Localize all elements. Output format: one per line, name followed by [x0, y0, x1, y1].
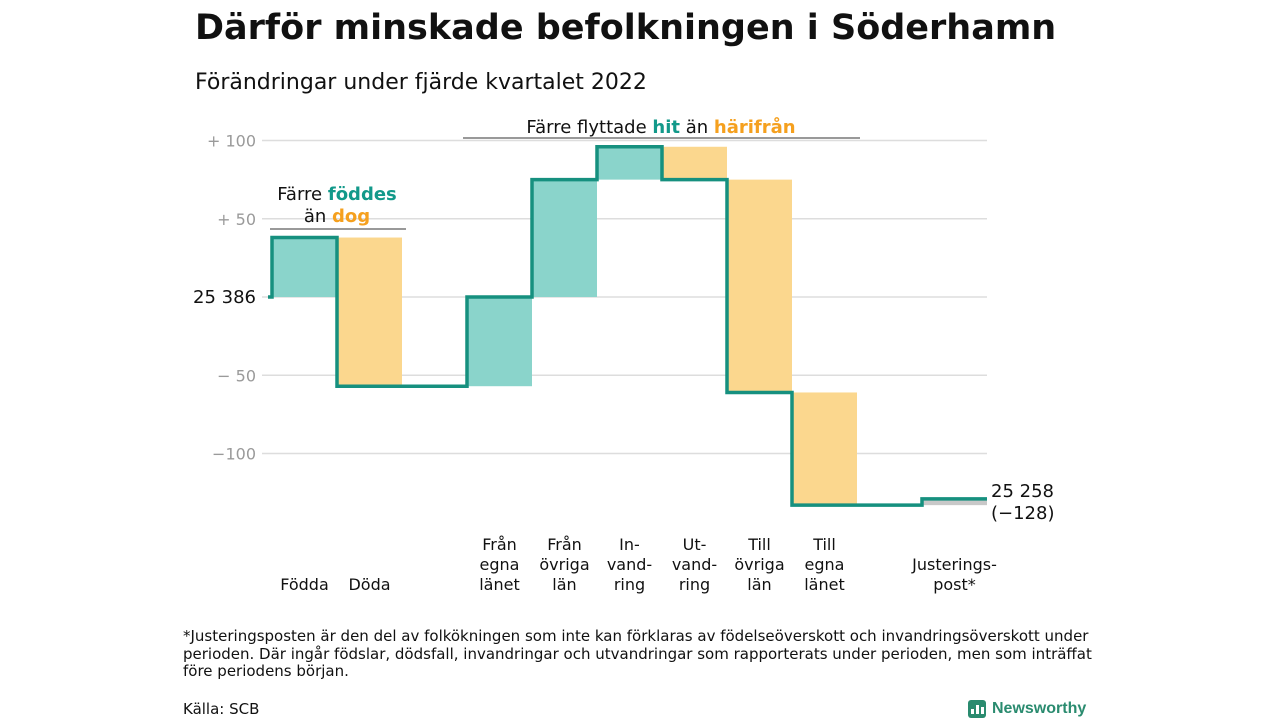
x-category-label-line: övriga [734, 555, 784, 574]
brand-name: Newsworthy [992, 700, 1087, 717]
waterfall-bar [597, 146, 662, 180]
x-category-label: Ut-vand-ring [672, 535, 717, 594]
x-category-label-line: länet [479, 575, 520, 594]
x-category-label-line: vand- [607, 555, 652, 574]
waterfall-bar [662, 146, 727, 180]
x-category-label-line: Födda [280, 575, 329, 594]
x-category-label-line: Ut- [683, 535, 707, 554]
x-category-label-line: länet [804, 575, 845, 594]
waterfall-bar [467, 297, 532, 387]
chart-subtitle: Förändringar under fjärde kvartalet 2022 [195, 70, 647, 95]
x-category-label-line: post* [933, 575, 976, 594]
y-tick-label: −100 [212, 445, 256, 464]
x-category-label: Födda [280, 575, 329, 594]
x-category-label: Till egna länet [804, 535, 845, 594]
x-category-label-line: Från [547, 535, 582, 554]
annotation-segment: föddes [328, 184, 397, 205]
start-value-label: 25 386 [193, 287, 256, 308]
x-category-label: Från övriga län [539, 535, 589, 594]
end-value-label-line: 25 258 [991, 481, 1054, 502]
annotation-migration: Färre flyttade hit än härifrån [526, 116, 795, 138]
annotation-segment: Färre flyttade [526, 117, 652, 138]
x-category-label: Till övriga län [734, 535, 784, 594]
bar-chart-icon [968, 700, 986, 718]
x-category-label: In-vand-ring [607, 535, 652, 594]
x-category-label-line: Från [482, 535, 517, 554]
x-category-label-line: In- [619, 535, 640, 554]
x-category-label-line: Till [747, 535, 771, 554]
y-tick-label: − 50 [217, 366, 256, 385]
annotation-births-deaths: Färre föddes än dog [277, 184, 397, 227]
x-category-label-line: ring [679, 575, 710, 594]
x-category-label-line: Till [812, 535, 836, 554]
end-value-label: 25 258 (−128) [991, 481, 1054, 524]
x-category-label-line: egna [480, 555, 520, 574]
source-text: Källa: SCB [183, 700, 260, 718]
y-tick-label: + 100 [207, 132, 256, 151]
chart-title: Därför minskade befolkningen i Söderhamn [195, 8, 1057, 48]
annotation-segment: än [304, 206, 332, 227]
x-category-label: Från egna länet [479, 535, 520, 594]
waterfall-bar [792, 392, 857, 506]
x-category-label: Justerings-post* [911, 555, 997, 594]
waterfall-bar [532, 179, 597, 297]
end-value-label-line: (−128) [991, 503, 1054, 524]
annotation-segment: hit [652, 117, 680, 138]
waterfall-bar [272, 237, 337, 297]
waterfall-bar [337, 237, 402, 387]
x-category-label-line: ring [614, 575, 645, 594]
footnote: *Justeringsposten är den del av folkökni… [183, 627, 1092, 680]
x-category-label-line: Justerings- [911, 555, 997, 574]
annotation-segment: Färre [277, 184, 328, 205]
brand-logo: Newsworthy [968, 697, 1086, 721]
waterfall-bar [727, 179, 792, 393]
x-category-label-line: län [747, 575, 771, 594]
cumulative-step-line [268, 145, 987, 507]
x-category-label-line: vand- [672, 555, 717, 574]
x-category-label-line: egna [805, 555, 845, 574]
waterfall-bar [922, 498, 987, 506]
annotation-segment: härifrån [714, 116, 796, 138]
x-category-label-line: Döda [348, 575, 390, 594]
annotation-segment: än [680, 117, 714, 138]
y-tick-label: + 50 [217, 210, 256, 229]
annotation-segment: dog [332, 206, 370, 227]
x-category-label: Döda [348, 575, 390, 594]
x-category-label-line: län [552, 575, 576, 594]
x-category-label-line: övriga [539, 555, 589, 574]
